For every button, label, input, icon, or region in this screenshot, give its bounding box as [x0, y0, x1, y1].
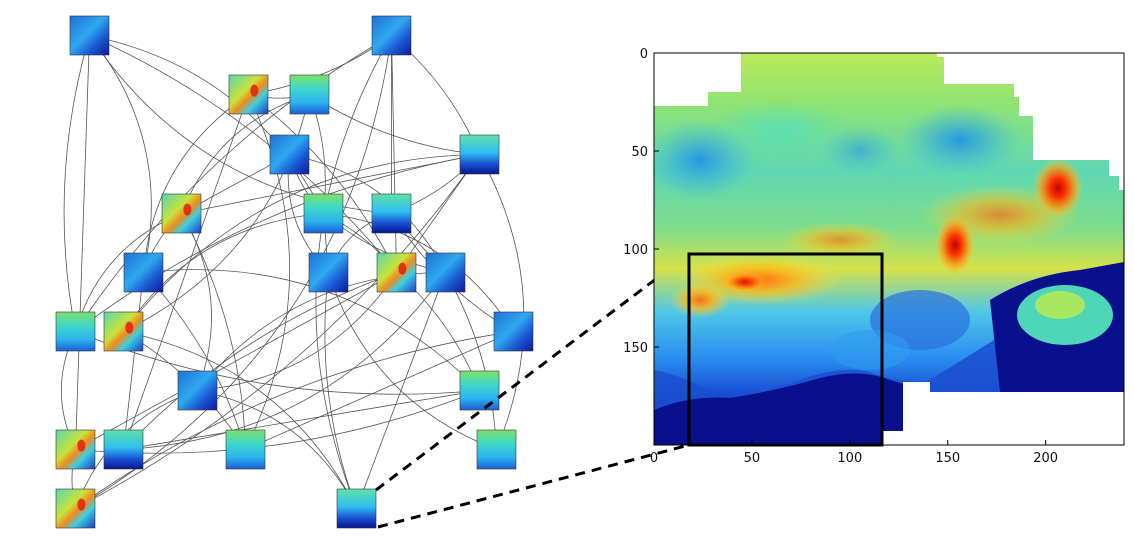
- graph-node-thumbnail: [459, 134, 500, 175]
- y-axis: 0 50 100 150: [623, 47, 659, 356]
- y-tick-label: 150: [623, 341, 648, 356]
- graph-edge: [479, 154, 525, 450]
- graph-edge: [89, 35, 397, 273]
- graph-edge: [89, 35, 152, 273]
- graph-edge: [143, 272, 246, 450]
- graph-edge: [181, 213, 212, 391]
- graph-edge: [123, 272, 397, 450]
- x-tick-label: 0: [650, 451, 658, 466]
- callout-line-upper: [375, 252, 690, 492]
- graph-edge: [75, 272, 397, 450]
- graph-edge: [123, 272, 144, 450]
- zoom-callout: [375, 252, 690, 529]
- graph-node-thumbnail: [103, 429, 144, 470]
- callout-line-lower: [377, 443, 690, 529]
- graph-node-thumbnail: [103, 311, 144, 352]
- graph-edge: [75, 35, 392, 509]
- graph-node-thumbnail: [376, 252, 417, 293]
- graph-node-thumbnail: [123, 252, 164, 293]
- graph-nodes: [55, 15, 534, 529]
- graph-node-thumbnail: [177, 370, 218, 411]
- graph-edge: [328, 272, 497, 450]
- graph-edge: [245, 94, 290, 450]
- graph-node-thumbnail: [289, 74, 330, 115]
- x-tick-label: 150: [935, 451, 960, 466]
- graph-edge: [89, 35, 392, 214]
- y-tick-label: 100: [623, 243, 648, 258]
- graph-edge: [309, 94, 480, 155]
- graph-edge: [445, 272, 497, 450]
- graph-edge: [63, 35, 90, 332]
- x-axis: 0 50 100 150 200: [650, 440, 1058, 466]
- graph-edge: [181, 213, 246, 450]
- graph-node-thumbnail: [425, 252, 466, 293]
- y-tick-label: 0: [640, 47, 648, 62]
- graph-node-thumbnail: [55, 429, 96, 470]
- graph-edge: [248, 94, 397, 273]
- graph-node-thumbnail: [459, 370, 500, 411]
- graph-edge: [356, 272, 446, 509]
- graph-node-thumbnail: [371, 15, 412, 56]
- graph-edge: [75, 331, 514, 509]
- graph-edge: [75, 154, 480, 509]
- graph-node-thumbnail: [55, 311, 96, 352]
- graph-edge: [181, 94, 310, 214]
- graph-edge: [197, 272, 397, 391]
- graph-node-thumbnail: [161, 193, 202, 234]
- graph-edge: [123, 390, 480, 450]
- graph-node-thumbnail: [225, 429, 266, 470]
- graph-node-thumbnail: [228, 74, 269, 115]
- graph-edge: [75, 154, 480, 332]
- graph-edge: [123, 213, 324, 332]
- graph-node-thumbnail: [493, 311, 534, 352]
- y-tick-label: 50: [631, 145, 648, 160]
- graph-node-thumbnail: [476, 429, 517, 470]
- heatmap-plot: 0 50 100 150 200 0 50 100 150: [623, 47, 1125, 466]
- graph-edge: [123, 94, 249, 450]
- graph-edge: [75, 35, 392, 332]
- x-tick-label: 50: [744, 451, 761, 466]
- graph-edge: [391, 35, 397, 273]
- graph-node-thumbnail: [55, 488, 96, 529]
- heatmap-image: [654, 53, 1124, 445]
- graph-node-thumbnail: [308, 252, 349, 293]
- graph-node-thumbnail: [269, 134, 310, 175]
- graph-edge: [143, 94, 249, 273]
- graph-edge: [324, 272, 357, 509]
- graph-node-thumbnail: [69, 15, 110, 56]
- zoom-region-box: [687, 252, 884, 447]
- graph-edge: [89, 35, 324, 214]
- graph-node-thumbnail: [371, 193, 412, 234]
- graph-edge: [197, 390, 357, 509]
- x-tick-label: 100: [837, 451, 862, 466]
- graph-edge: [123, 272, 446, 450]
- graph-edge: [323, 213, 514, 332]
- graph-edge: [75, 35, 90, 450]
- x-tick-label: 200: [1033, 451, 1058, 466]
- graph-edge: [245, 331, 514, 450]
- graph-edge: [123, 331, 357, 509]
- graph-node-thumbnail: [303, 193, 344, 234]
- graph-node-thumbnail: [336, 488, 377, 529]
- graph-edge: [181, 154, 480, 214]
